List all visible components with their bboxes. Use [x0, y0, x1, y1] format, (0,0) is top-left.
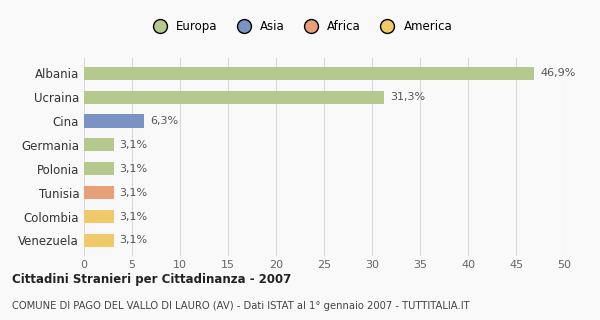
- Text: 31,3%: 31,3%: [390, 92, 425, 102]
- Bar: [84, 67, 534, 80]
- Text: 3,1%: 3,1%: [119, 164, 148, 174]
- Text: 6,3%: 6,3%: [150, 116, 178, 126]
- Bar: [84, 210, 114, 223]
- Text: 3,1%: 3,1%: [119, 140, 148, 150]
- Text: 3,1%: 3,1%: [119, 236, 148, 245]
- Bar: [84, 114, 145, 128]
- Text: 46,9%: 46,9%: [540, 68, 575, 78]
- Bar: [84, 234, 114, 247]
- Text: Cittadini Stranieri per Cittadinanza - 2007: Cittadini Stranieri per Cittadinanza - 2…: [12, 273, 291, 286]
- Bar: [84, 186, 114, 199]
- Text: 3,1%: 3,1%: [119, 212, 148, 221]
- Text: 3,1%: 3,1%: [119, 188, 148, 198]
- Bar: [84, 138, 114, 151]
- Legend: Europa, Asia, Africa, America: Europa, Asia, Africa, America: [148, 20, 452, 33]
- Text: COMUNE DI PAGO DEL VALLO DI LAURO (AV) - Dati ISTAT al 1° gennaio 2007 - TUTTITA: COMUNE DI PAGO DEL VALLO DI LAURO (AV) -…: [12, 301, 470, 311]
- Bar: [84, 91, 385, 104]
- Bar: [84, 162, 114, 175]
